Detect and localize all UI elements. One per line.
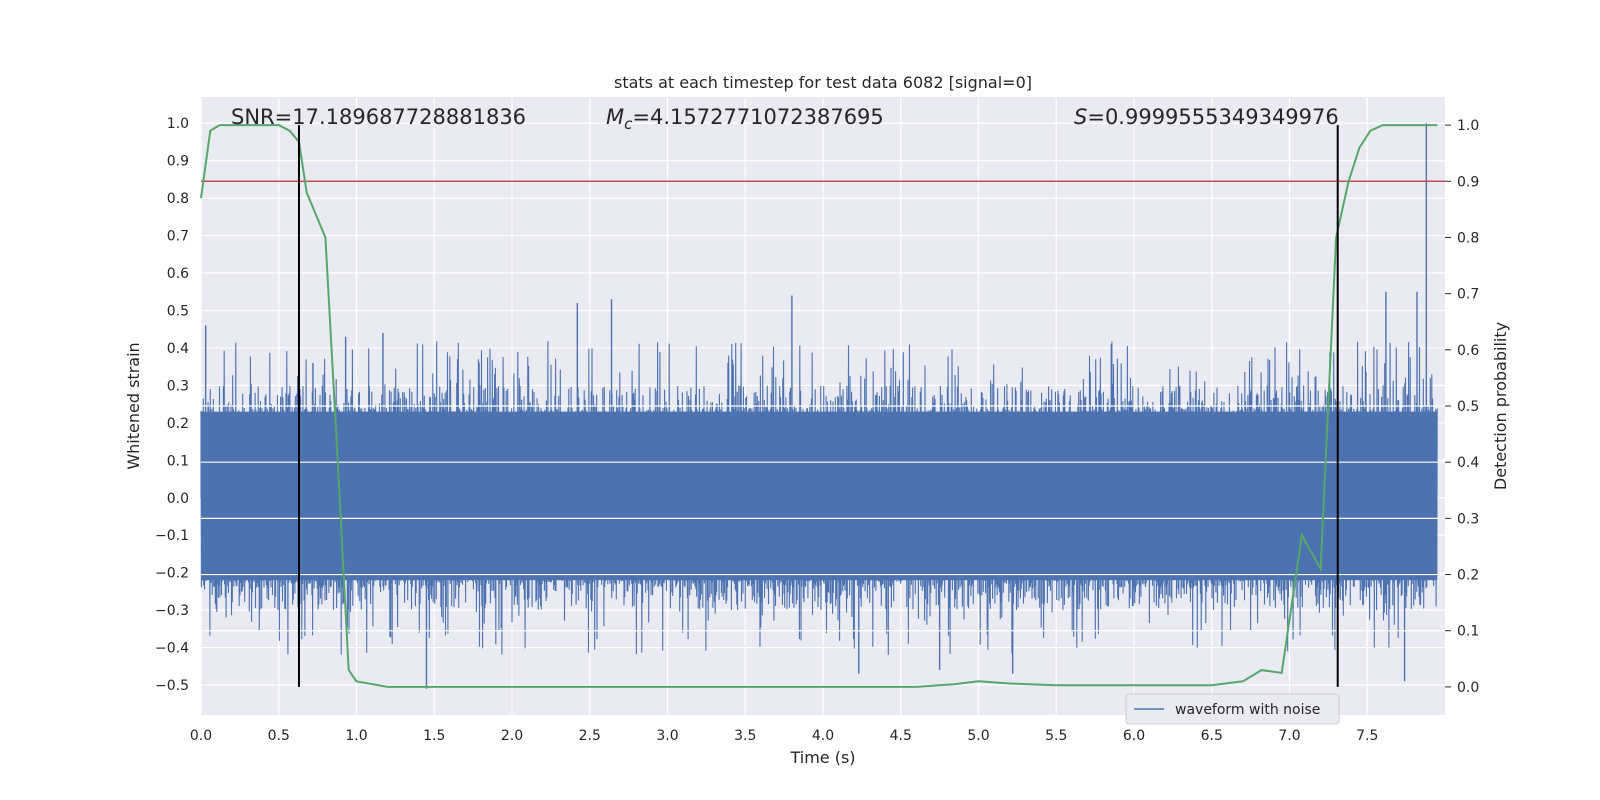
- y-left-tick-label: −0.2: [155, 566, 189, 582]
- y-left-tick-label: 0.9: [167, 154, 189, 170]
- mc-subscript: c: [624, 115, 633, 133]
- s-value: =0.9999555349349976: [1087, 105, 1338, 129]
- x-tick-label: 7.0: [1278, 728, 1300, 744]
- marker-lines: [297, 125, 1339, 687]
- x-tick-label: 2.0: [501, 728, 523, 744]
- x-tick-label: 5.0: [967, 728, 989, 744]
- y-right-tick-label: 0.1: [1457, 624, 1479, 640]
- y-left-tick-label: 1.0: [167, 116, 189, 132]
- x-axis-label: Time (s): [789, 748, 855, 767]
- y-right-tick-label: 0.3: [1457, 511, 1479, 527]
- chart-title: stats at each timestep for test data 608…: [614, 73, 1032, 92]
- x-tick-label: 7.5: [1356, 728, 1378, 744]
- mc-symbol: M: [606, 105, 624, 129]
- y-left-tick-label: −0.3: [155, 603, 189, 619]
- x-tick-label: 4.0: [812, 728, 834, 744]
- x-tick-label: 6.0: [1123, 728, 1145, 744]
- y-axis-left-ticks: 1.0 0.9 0.8 0.7 0.6 0.5 0.4 0.3 0.2 0.1 0.0 −0.1 −0.…: [155, 116, 189, 694]
- legend: waveform with noise: [1125, 693, 1340, 725]
- y-left-tick-label: 0.8: [167, 191, 189, 207]
- x-tick-label: 2.5: [579, 728, 601, 744]
- y-right-tick-label: 0.8: [1457, 230, 1479, 246]
- x-tick-label: 0.0: [190, 728, 212, 744]
- y-left-tick-label: 0.7: [167, 229, 189, 245]
- y-axis-left-label: Whitened strain: [124, 342, 143, 469]
- snr-annotation: SNR=17.189687728881836: [231, 105, 526, 129]
- y-right-tick-label: 0.0: [1457, 680, 1479, 696]
- s-annotation: S=0.9999555349349976: [1074, 105, 1339, 129]
- y-left-tick-label: −0.1: [155, 528, 189, 544]
- y-axis-right-ticks: 1.0 0.9 0.8 0.7 0.6 0.5 0.4 0.3 0.2 0.1 0.0: [1445, 118, 1479, 696]
- y-right-tick-label: 0.4: [1457, 455, 1479, 471]
- y-axis-right-label: Detection probability: [1491, 322, 1510, 490]
- y-left-tick-label: −0.4: [155, 641, 189, 657]
- x-tick-label: 4.5: [890, 728, 912, 744]
- mc-annotation: Mc=4.1572771072387695: [606, 105, 884, 133]
- mc-value: =4.1572771072387695: [632, 105, 883, 129]
- x-tick-label: 5.5: [1045, 728, 1067, 744]
- y-right-tick-label: 1.0: [1457, 118, 1479, 134]
- y-right-tick-label: 0.2: [1457, 568, 1479, 584]
- y-left-tick-label: 0.2: [167, 416, 189, 432]
- y-right-tick-label: 0.9: [1457, 174, 1479, 190]
- x-tick-label: 3.0: [656, 728, 678, 744]
- x-tick-label: 1.5: [423, 728, 445, 744]
- x-tick-label: 3.5: [734, 728, 756, 744]
- waveform-band: [201, 411, 1438, 581]
- legend-box: [1125, 693, 1340, 725]
- y-left-tick-label: 0.1: [167, 453, 189, 469]
- waveform-series: [200, 123, 1445, 689]
- x-tick-label: 0.5: [268, 728, 290, 744]
- x-tick-label: 1.0: [345, 728, 367, 744]
- x-tick-label: 6.5: [1201, 728, 1223, 744]
- y-left-tick-label: 0.3: [167, 378, 189, 394]
- y-right-tick-label: 0.6: [1457, 343, 1479, 359]
- y-left-tick-label: 0.6: [167, 266, 189, 282]
- x-axis-ticks: 0.0 0.5 1.0 1.5 2.0 2.5 3.0 3.5 4.0 4.5 5.0 5.5 6.0 6…: [190, 728, 1379, 744]
- y-left-tick-label: −0.5: [155, 678, 189, 694]
- y-left-tick-label: 0.0: [167, 491, 189, 507]
- legend-label: waveform with noise: [1175, 702, 1320, 718]
- s-symbol: S: [1074, 105, 1087, 129]
- y-right-tick-label: 0.7: [1457, 287, 1479, 303]
- y-left-tick-label: 0.4: [167, 341, 189, 357]
- y-right-tick-label: 0.5: [1457, 399, 1479, 415]
- y-left-tick-label: 0.5: [167, 303, 189, 319]
